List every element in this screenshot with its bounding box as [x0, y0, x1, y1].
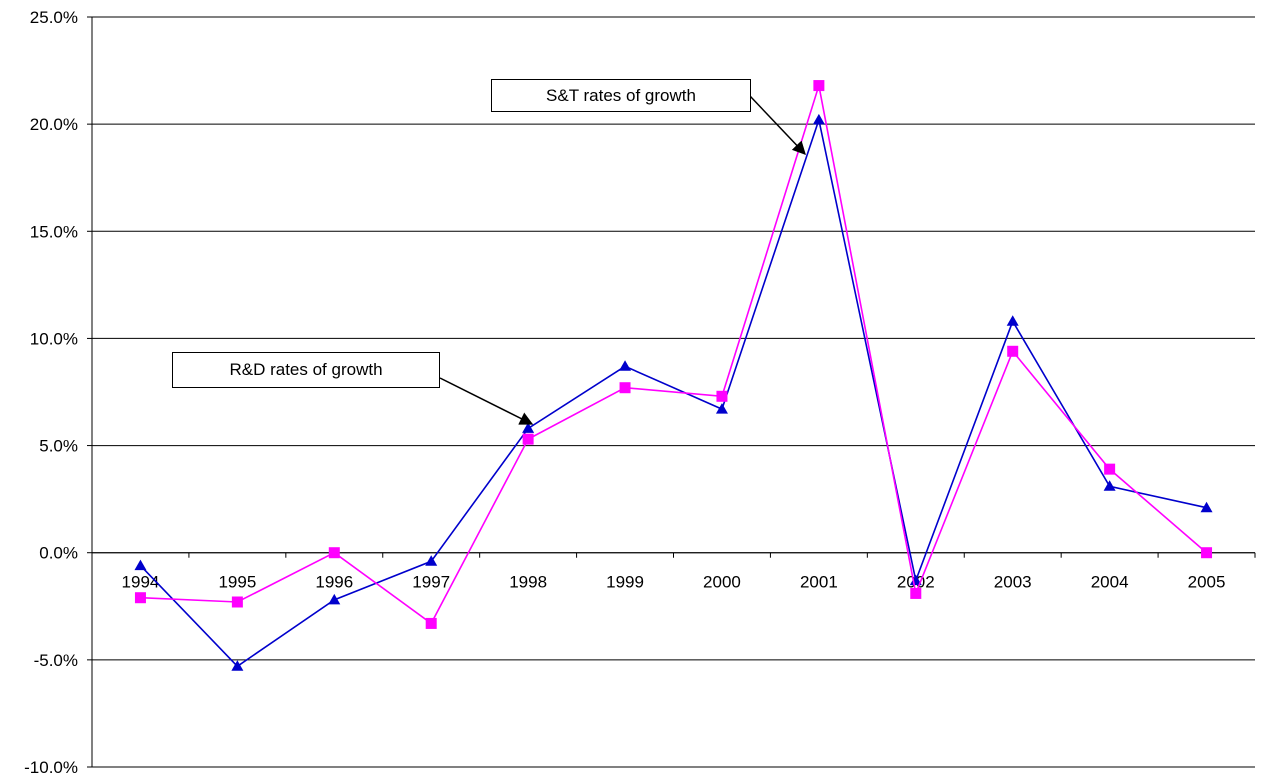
x-tick-label: 1999	[606, 573, 644, 592]
y-tick-label: -10.0%	[24, 758, 78, 777]
y-tick-label: 10.0%	[30, 329, 78, 348]
x-tick-label: 2004	[1091, 573, 1129, 592]
series-line	[139, 116, 1207, 668]
x-axis-tick-labels: 1994199519961997199819992000200120022003…	[122, 573, 1226, 592]
x-tick-label: 2001	[800, 573, 838, 592]
x-tick-label: 1997	[412, 573, 450, 592]
x-tick-label: 2003	[994, 573, 1032, 592]
data-point	[1103, 480, 1116, 491]
rd-annotation-arrow	[439, 377, 534, 425]
series-layer	[134, 80, 1213, 671]
data-point	[813, 80, 825, 92]
rd-growth-annotation: R&D rates of growth	[172, 352, 440, 388]
data-point	[909, 574, 922, 586]
data-point	[1007, 345, 1019, 357]
axes	[87, 16, 1256, 768]
data-point	[1006, 315, 1019, 326]
data-point	[619, 360, 632, 371]
data-point	[1201, 547, 1213, 559]
y-tick-label: 20.0%	[30, 115, 78, 134]
annotation-arrows	[439, 95, 806, 425]
data-point	[522, 433, 534, 445]
data-point	[619, 382, 631, 394]
data-point	[425, 617, 437, 629]
y-tick-label: 0.0%	[39, 544, 78, 563]
data-point	[231, 660, 244, 671]
y-tick-label: 25.0%	[30, 8, 78, 27]
data-point	[910, 587, 922, 599]
data-point	[231, 596, 243, 608]
x-tick-label: 1994	[122, 573, 160, 592]
data-point	[425, 555, 438, 566]
data-point	[134, 592, 146, 604]
y-axis-tick-labels: 25.0% 20.0% 15.0% 10.0% 5.0% 0.0% -5.0% -10.0%	[24, 8, 78, 777]
data-point	[328, 593, 341, 605]
data-point	[716, 390, 728, 402]
x-tick-label: 1998	[509, 573, 547, 592]
data-point	[328, 547, 340, 559]
st-annotation-arrow	[749, 95, 806, 155]
x-tick-label: 1996	[315, 573, 353, 592]
data-point	[134, 559, 147, 571]
data-point	[812, 113, 825, 125]
st-growth-annotation: S&T rates of growth	[491, 79, 751, 112]
data-point	[522, 422, 535, 433]
y-tick-label: -5.0%	[34, 651, 78, 670]
data-point	[715, 403, 728, 414]
data-point	[1104, 463, 1116, 475]
y-tick-label: 15.0%	[30, 222, 78, 241]
x-tick-label: 2005	[1188, 573, 1226, 592]
y-tick-label: 5.0%	[39, 437, 78, 456]
series-line	[140, 85, 1208, 625]
data-point	[1200, 501, 1213, 513]
x-tick-label: 2000	[703, 573, 741, 592]
series-2	[134, 80, 1213, 629]
x-tick-label: 1995	[218, 573, 256, 592]
series-1	[134, 113, 1213, 671]
